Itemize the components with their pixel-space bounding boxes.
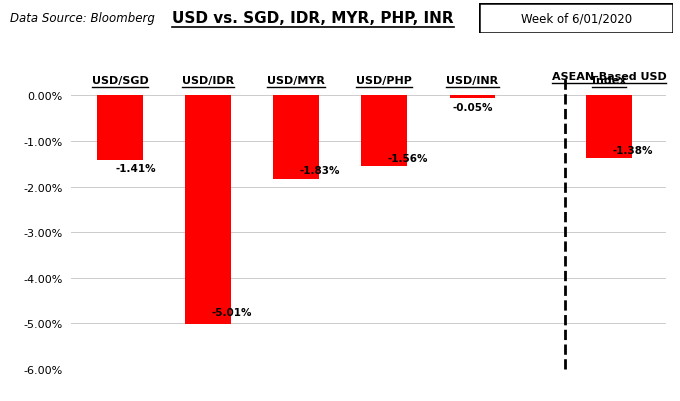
Text: -1.83%: -1.83% — [300, 166, 340, 176]
Text: -1.41%: -1.41% — [116, 164, 156, 174]
Bar — [586, 96, 632, 159]
Text: Index: Index — [592, 76, 626, 86]
Text: USD/INR: USD/INR — [446, 76, 498, 86]
Bar — [97, 96, 143, 160]
FancyBboxPatch shape — [479, 4, 673, 34]
Text: Week of 6/01/2020: Week of 6/01/2020 — [521, 12, 632, 26]
Text: Data Source: Bloomberg: Data Source: Bloomberg — [10, 12, 155, 24]
Text: -0.05%: -0.05% — [452, 103, 493, 112]
Text: USD/PHP: USD/PHP — [356, 76, 412, 86]
Text: ASEAN-Based USD: ASEAN-Based USD — [551, 72, 666, 82]
Text: -1.56%: -1.56% — [388, 154, 428, 163]
Bar — [273, 96, 319, 179]
Text: -5.01%: -5.01% — [211, 307, 252, 317]
Text: -1.38%: -1.38% — [613, 145, 653, 155]
Text: USD/SGD: USD/SGD — [92, 76, 148, 86]
Text: USD vs. SGD, IDR, MYR, PHP, INR: USD vs. SGD, IDR, MYR, PHP, INR — [172, 10, 454, 26]
Text: USD/IDR: USD/IDR — [182, 76, 234, 86]
Bar — [361, 96, 407, 167]
Text: USD/MYR: USD/MYR — [267, 76, 325, 86]
Bar — [449, 96, 496, 98]
Bar — [185, 96, 231, 324]
